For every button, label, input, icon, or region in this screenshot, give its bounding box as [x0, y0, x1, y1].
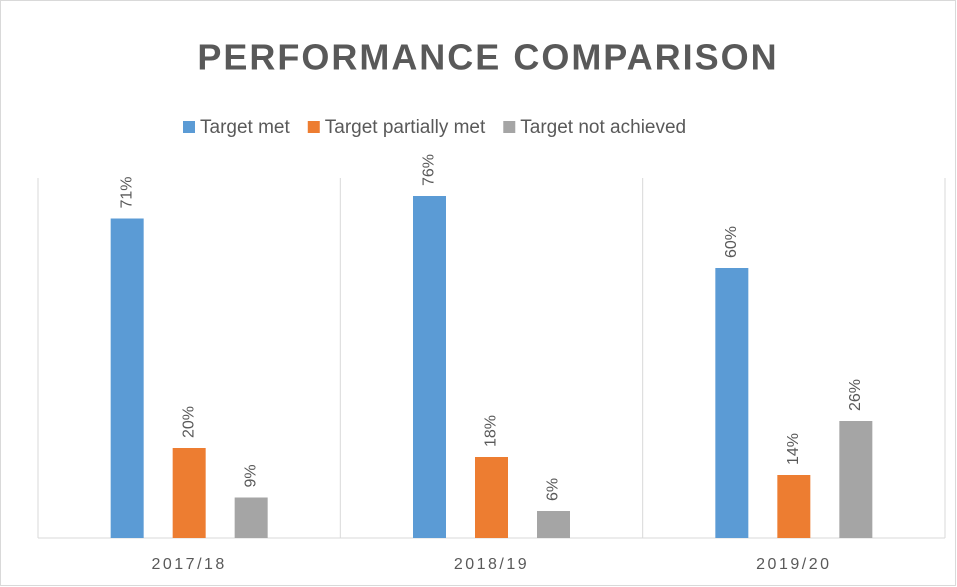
data-label: 14%: [785, 433, 802, 465]
bar: [172, 448, 206, 538]
x-tick-label: 2018/19: [454, 556, 529, 573]
data-label: 9%: [242, 464, 259, 487]
data-label: 60%: [723, 226, 740, 258]
data-label: 76%: [421, 154, 438, 186]
data-label: 20%: [180, 406, 197, 438]
legend-swatch: [183, 121, 195, 133]
bar: [234, 497, 268, 538]
bar: [715, 268, 749, 538]
data-label: 71%: [118, 176, 135, 208]
bar: [777, 475, 811, 538]
bar: [839, 421, 873, 538]
x-tick-label: 2019/20: [756, 556, 831, 573]
data-label: 18%: [483, 415, 500, 447]
legend-label: Target partially met: [325, 117, 486, 138]
legend-label: Target not achieved: [520, 117, 686, 138]
bar: [475, 457, 508, 538]
legend-swatch: [307, 121, 320, 133]
legend-label: Target met: [200, 117, 290, 138]
data-label: 26%: [847, 379, 864, 411]
bar: [110, 218, 144, 538]
x-tick-label: 2017/18: [151, 556, 226, 573]
bar: [537, 511, 570, 538]
chart-title: PERFORMANCE COMPARISON: [197, 37, 778, 78]
bar: [413, 196, 446, 538]
data-label: 6%: [545, 478, 562, 501]
legend-swatch: [503, 121, 516, 133]
